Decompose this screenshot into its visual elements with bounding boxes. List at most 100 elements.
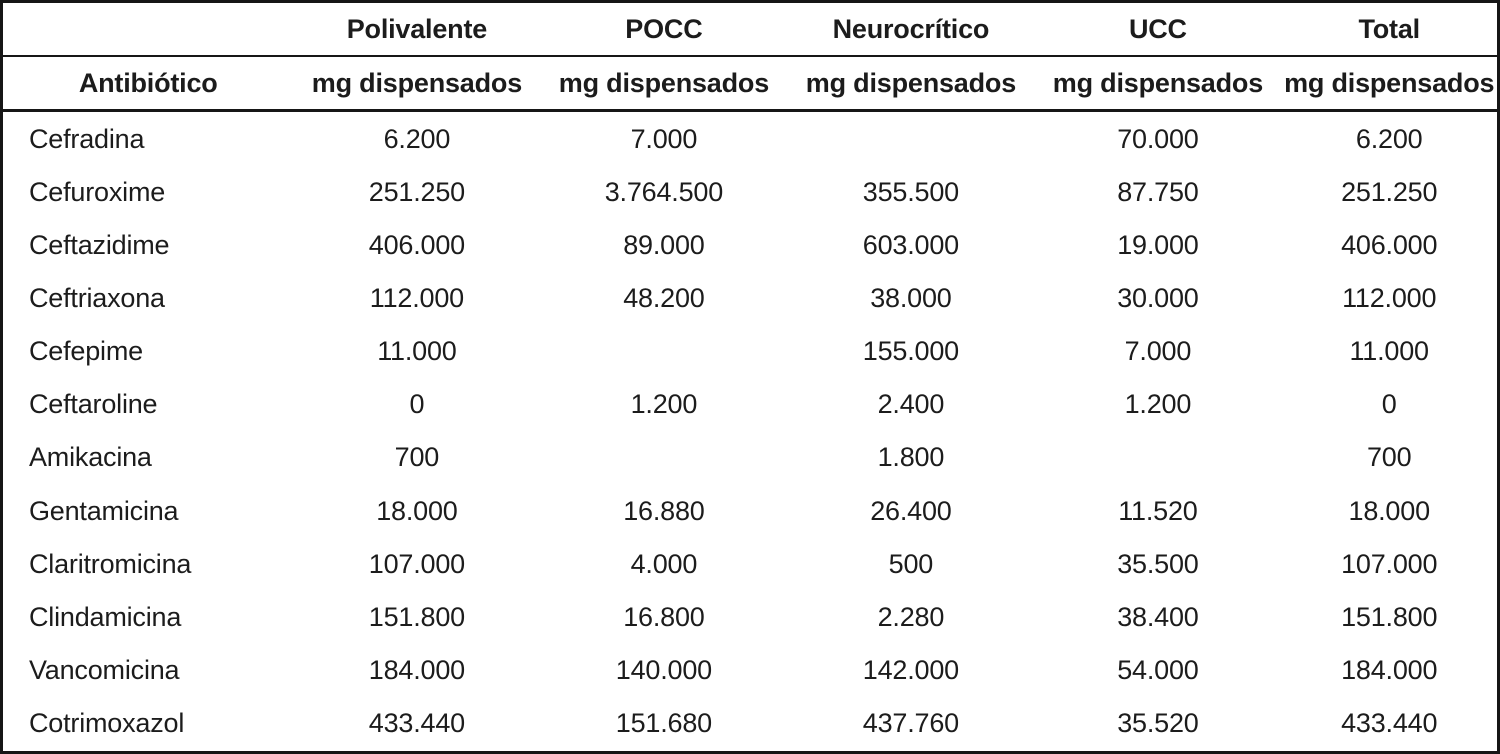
cell-polivalente: 112.000 bbox=[369, 283, 464, 314]
column-header-neurocritico: Neurocrítico bbox=[787, 1, 1035, 57]
cell-pocc: 4.000 bbox=[630, 548, 698, 579]
cell-ucc: 70.000 bbox=[1117, 123, 1199, 154]
antibiotic-name: Gentamicina bbox=[29, 495, 179, 526]
cell-total: 6.200 bbox=[1355, 123, 1423, 154]
cell-ucc: 38.400 bbox=[1117, 601, 1199, 632]
cell-pocc: 151.680 bbox=[615, 708, 712, 739]
cell-neurocritico: 355.500 bbox=[862, 177, 959, 208]
cell-ucc: 19.000 bbox=[1117, 230, 1199, 261]
cell-pocc: 7.000 bbox=[630, 123, 698, 154]
table-row-amikacina: Amikacina 700 1.800 700 bbox=[2, 431, 1499, 484]
table-row-ceftriaxona: Ceftriaxona 112.000 48.200 38.000 30.000… bbox=[2, 272, 1499, 325]
cell-ucc bbox=[1034, 431, 1281, 484]
cell-total: 112.000 bbox=[1342, 283, 1437, 314]
subheader-mg-dispensados: mg dispensados bbox=[1034, 56, 1282, 112]
cell-total: 151.800 bbox=[1341, 601, 1438, 632]
cell-neurocritico: 437.760 bbox=[862, 708, 959, 739]
cell-pocc: 3.764.500 bbox=[604, 177, 724, 208]
cell-neurocritico: 38.000 bbox=[870, 283, 952, 314]
cell-total: 18.000 bbox=[1348, 495, 1431, 526]
antibiotic-name: Clindamicina bbox=[29, 601, 182, 632]
column-header-total: Total bbox=[1281, 1, 1499, 57]
antibiotic-name: Cefradina bbox=[29, 123, 145, 154]
cell-polivalente: 151.800 bbox=[368, 601, 465, 632]
table-row-vancomicina: Vancomicina 184.000 140.000 142.000 54.0… bbox=[2, 644, 1499, 697]
table-row-cefepime: Cefepime 11.000 155.000 7.000 11.000 bbox=[2, 325, 1499, 378]
cell-neurocritico: 155.000 bbox=[862, 336, 959, 367]
subheader-mg-dispensados: mg dispensados bbox=[540, 56, 788, 112]
antibiotic-name: Ceftaroline bbox=[29, 389, 158, 420]
cell-neurocritico: 2.400 bbox=[877, 389, 945, 420]
column-header-ucc: UCC bbox=[1034, 1, 1282, 57]
cell-polivalente: 6.200 bbox=[383, 123, 451, 154]
cell-polivalente: 11.000 bbox=[377, 336, 457, 367]
cell-pocc: 89.000 bbox=[623, 230, 705, 261]
antibiotic-name: Ceftazidime bbox=[29, 230, 170, 261]
cell-total: 251.250 bbox=[1341, 177, 1438, 208]
table-row-cefuroxime: Cefuroxime 251.250 3.764.500 355.500 87.… bbox=[2, 166, 1499, 219]
unit-subheader-row: Antibiótico mg dispensados mg dispensado… bbox=[1, 56, 1499, 112]
cell-neurocritico: 1.800 bbox=[877, 442, 945, 473]
cell-total: 433.440 bbox=[1341, 708, 1438, 739]
table-row-clindamicina: Clindamicina 151.800 16.800 2.280 38.400… bbox=[2, 591, 1499, 644]
unit-group-header-row: Polivalente POCC Neurocrítico UCC Total bbox=[1, 1, 1499, 57]
cell-total: 11.000 bbox=[1349, 336, 1430, 367]
cell-ucc: 54.000 bbox=[1117, 654, 1199, 685]
cell-neurocritico: 500 bbox=[888, 548, 934, 579]
cell-pocc: 140.000 bbox=[615, 654, 712, 685]
cell-polivalente: 251.250 bbox=[368, 177, 465, 208]
cell-polivalente: 700 bbox=[394, 442, 440, 473]
antibiotic-name: Claritromicina bbox=[29, 548, 192, 579]
cell-pocc: 48.200 bbox=[623, 283, 705, 314]
cell-pocc bbox=[540, 431, 787, 484]
cell-total: 0 bbox=[1381, 389, 1397, 420]
cell-ucc: 87.750 bbox=[1117, 177, 1199, 208]
antibiotic-name: Cefepime bbox=[29, 336, 143, 367]
cell-pocc bbox=[540, 325, 787, 378]
antibiotic-name: Cefuroxime bbox=[29, 177, 166, 208]
subheader-mg-dispensados: mg dispensados bbox=[293, 56, 541, 112]
cell-pocc: 16.800 bbox=[623, 601, 705, 632]
cell-polivalente: 433.440 bbox=[368, 708, 465, 739]
empty-corner-cell bbox=[1, 1, 294, 57]
cell-ucc: 7.000 bbox=[1124, 336, 1192, 367]
antibiotic-name: Vancomicina bbox=[29, 654, 180, 685]
table-row-ceftazidime: Ceftazidime 406.000 89.000 603.000 19.00… bbox=[2, 219, 1499, 272]
antibiotic-name: Ceftriaxona bbox=[29, 283, 165, 314]
subheader-mg-dispensados: mg dispensados bbox=[1281, 56, 1499, 112]
cell-total: 107.000 bbox=[1341, 548, 1438, 579]
cell-polivalente: 406.000 bbox=[368, 230, 465, 261]
cell-ucc: 30.000 bbox=[1117, 283, 1199, 314]
table-row-gentamicina: Gentamicina 18.000 16.880 26.400 11.520 … bbox=[2, 485, 1499, 538]
cell-ucc: 1.200 bbox=[1124, 389, 1192, 420]
cell-neurocritico bbox=[787, 111, 1034, 167]
table-row-ceftaroline: Ceftaroline 0 1.200 2.400 1.200 0 bbox=[2, 378, 1499, 431]
table-row-claritromicina: Claritromicina 107.000 4.000 500 35.500 … bbox=[2, 538, 1499, 591]
column-header-polivalente: Polivalente bbox=[293, 1, 541, 57]
cell-ucc: 35.520 bbox=[1117, 708, 1199, 739]
table-row-cefradina: Cefradina 6.200 7.000 70.000 6.200 bbox=[2, 111, 1499, 167]
cell-polivalente: 184.000 bbox=[368, 654, 465, 685]
cell-pocc: 1.200 bbox=[630, 389, 698, 420]
antibiotic-name: Amikacina bbox=[29, 442, 152, 473]
cell-neurocritico: 142.000 bbox=[862, 654, 959, 685]
cell-polivalente: 0 bbox=[409, 389, 425, 420]
cell-total: 700 bbox=[1366, 442, 1412, 473]
cell-total: 184.000 bbox=[1341, 654, 1438, 685]
cell-pocc: 16.880 bbox=[623, 495, 705, 526]
cell-total: 406.000 bbox=[1341, 230, 1438, 261]
cell-polivalente: 107.000 bbox=[368, 548, 465, 579]
cell-polivalente: 18.000 bbox=[376, 495, 458, 526]
cell-ucc: 35.500 bbox=[1117, 548, 1199, 579]
table-row-cotrimoxazol: Cotrimoxazol 433.440 151.680 437.760 35.… bbox=[2, 697, 1499, 753]
subheader-mg-dispensados: mg dispensados bbox=[787, 56, 1035, 112]
cell-ucc: 11.520 bbox=[1118, 495, 1198, 526]
cell-neurocritico: 603.000 bbox=[862, 230, 959, 261]
antibiotic-name: Cotrimoxazol bbox=[29, 708, 185, 739]
cell-neurocritico: 2.280 bbox=[877, 601, 945, 632]
column-header-pocc: POCC bbox=[540, 1, 788, 57]
cell-neurocritico: 26.400 bbox=[870, 495, 952, 526]
column-header-antibiotico: Antibiótico bbox=[1, 56, 294, 112]
